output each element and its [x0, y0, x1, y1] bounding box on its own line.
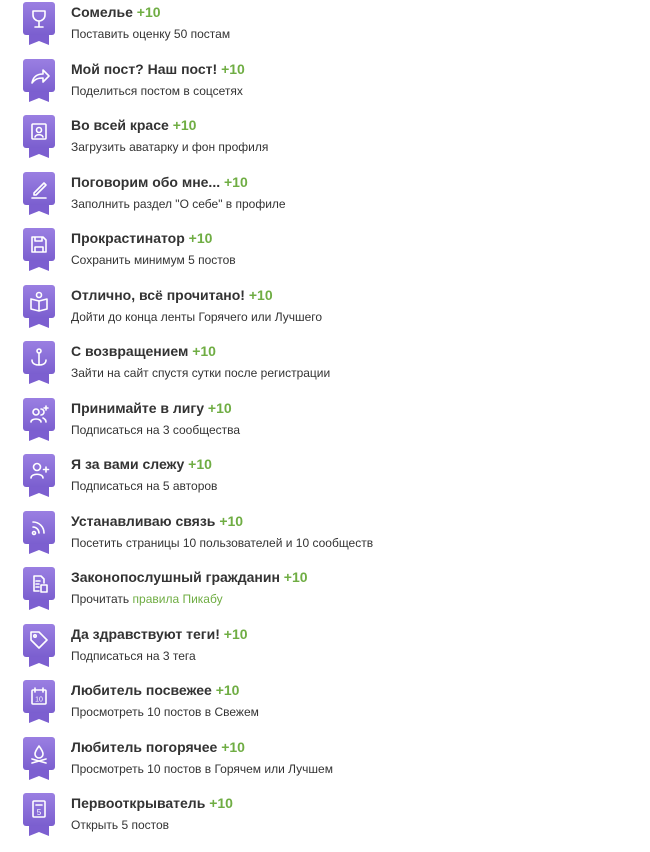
floppy-disk-icon: [31, 236, 47, 253]
achievement-description: Просмотреть 10 постов в Горячем или Лучш…: [71, 761, 333, 776]
achievement-title: Отлично, всё прочитано! +10: [71, 286, 273, 303]
achievement-title: Устанавливаю связь +10: [71, 512, 244, 529]
anchor-icon: [31, 348, 47, 366]
achievement-description: Подписаться на 5 авторов: [71, 479, 218, 493]
achievement-description: Просмотреть 10 постов в Свежем: [71, 705, 259, 719]
achievement-badge: [23, 227, 55, 271]
achievement-points: +10: [188, 230, 213, 246]
achievement-title: Во всей красе +10: [71, 117, 197, 133]
achievement-points: +10: [248, 286, 273, 303]
achievement-item: Поговорим обо мне... +10 Заполнить разде…: [0, 171, 650, 231]
achievement-item: Любитель погорячее +10 Просмотреть 10 по…: [0, 736, 650, 796]
achievement-points: +10: [223, 625, 248, 642]
achievement-description: Поставить оценку 50 постам: [71, 27, 231, 41]
achievement-item: Отлично, всё прочитано! +10 Дойти до кон…: [0, 284, 650, 344]
achievement-title: Сомелье +10: [71, 4, 161, 20]
open-book-icon: [30, 291, 48, 312]
achievement-badge: [23, 566, 55, 610]
rules-link[interactable]: правила Пикабу: [132, 592, 223, 606]
user-plus-icon: [30, 462, 50, 479]
achievement-points: +10: [207, 399, 232, 416]
achievement-title: Мой пост? Наш пост! +10: [71, 60, 245, 77]
achievement-item: 5 Первооткрыватель +10 Открыть 5 постов: [0, 793, 650, 852]
achievement-item: С возвращением +10 Зайти на сайт спустя …: [0, 341, 650, 400]
achievement-item: Прокрастинатор +10 Сохранить минимум 5 п…: [0, 228, 650, 287]
achievement-item: 10 Любитель посвежее +10 Просмотреть 10 …: [0, 680, 650, 739]
achievement-points: +10: [221, 738, 245, 755]
achievement-description: Прочитать правила Пикабу: [71, 592, 223, 606]
calendar-icon: 10: [31, 687, 47, 705]
document-five-icon: 5: [32, 800, 46, 818]
achievement-item: Устанавливаю связь +10 Посетить страницы…: [0, 510, 650, 570]
achievement-title: Любитель погорячее +10: [71, 738, 245, 755]
achievement-points: +10: [209, 795, 233, 811]
achievement-description: Посетить страницы 10 пользователей и 10 …: [71, 535, 374, 550]
rules-document-icon: [33, 575, 48, 593]
achievement-title: Законопослушный гражданин +10: [71, 569, 308, 585]
achievement-badge: [23, 340, 55, 384]
profile-portrait-icon: [31, 123, 47, 140]
achievement-item: Принимайте в лигу +10 Подписаться на 3 с…: [0, 397, 650, 457]
achievement-badge: [23, 736, 55, 780]
achievement-points: +10: [283, 569, 308, 585]
achievement-title: Первооткрыватель +10: [71, 795, 233, 811]
pencil-icon: [31, 181, 47, 199]
achievement-description: Сохранить минимум 5 постов: [71, 253, 236, 267]
users-sparkle-icon: [30, 404, 49, 423]
achievement-description: Заполнить раздел "О себе" в профиле: [71, 196, 286, 211]
achievement-badge: [23, 1, 55, 45]
achievement-points: +10: [219, 512, 244, 529]
achievement-badge: 5: [23, 792, 55, 836]
achievement-title: Да здравствуют теги! +10: [71, 625, 248, 642]
achievement-badge: [23, 453, 55, 497]
achievement-badge: [23, 284, 55, 328]
achievement-points: +10: [221, 60, 245, 77]
tag-icon: [30, 630, 48, 649]
achievement-description: Подписаться на 3 сообщества: [71, 422, 241, 437]
achievement-badge: [23, 58, 55, 102]
achievement-title: Прокрастинатор +10: [71, 230, 213, 246]
svg-text:10: 10: [35, 697, 43, 704]
achievement-title: Принимайте в лигу +10: [71, 399, 232, 416]
achievement-points: +10: [224, 173, 248, 190]
campfire-icon: [31, 744, 47, 764]
achievement-title: С возвращением +10: [71, 343, 216, 359]
achievement-description: Зайти на сайт спустя сутки после регистр…: [71, 366, 331, 380]
achievement-description: Открыть 5 постов: [71, 818, 170, 832]
rss-icon: [31, 520, 45, 535]
achievement-badge: [23, 114, 55, 158]
achievement-points: +10: [172, 117, 197, 133]
achievement-badge: [23, 623, 55, 667]
achievement-item: Во всей красе +10 Загрузить аватарку и ф…: [0, 115, 650, 174]
achievement-description: Поделиться постом в соцсетях: [71, 83, 243, 98]
achievement-item: Да здравствуют теги! +10 Подписаться на …: [0, 623, 650, 683]
achievement-badge: 10: [23, 679, 55, 723]
achievement-badge: [23, 171, 55, 215]
achievement-title: Любитель посвежее +10: [71, 682, 240, 698]
achievement-points: +10: [192, 343, 216, 359]
achievement-points: +10: [215, 682, 240, 698]
achievement-points: +10: [188, 456, 212, 472]
svg-text:5: 5: [37, 808, 42, 817]
achievement-item: Сомелье +10 Поставить оценку 50 постам: [0, 2, 650, 61]
achievement-badge: [23, 510, 55, 554]
achievement-title: Я за вами слежу +10: [71, 456, 212, 472]
achievement-item: Я за вами слежу +10 Подписаться на 5 авт…: [0, 454, 650, 513]
wine-glass-icon: [32, 10, 46, 28]
achievement-description: Дойти до конца ленты Горячего или Лучшег…: [71, 309, 323, 324]
achievement-badge: [23, 397, 55, 441]
achievement-title: Поговорим обо мне... +10: [71, 173, 248, 190]
achievement-points: +10: [136, 4, 161, 20]
share-arrow-icon: [31, 68, 50, 84]
achievement-description: Подписаться на 3 тега: [71, 648, 196, 663]
achievement-description: Загрузить аватарку и фон профиля: [71, 140, 269, 154]
achievement-item: Законопослушный гражданин +10 Прочитать …: [0, 567, 650, 626]
achievement-item: Мой пост? Наш пост! +10 Поделиться посто…: [0, 58, 650, 118]
